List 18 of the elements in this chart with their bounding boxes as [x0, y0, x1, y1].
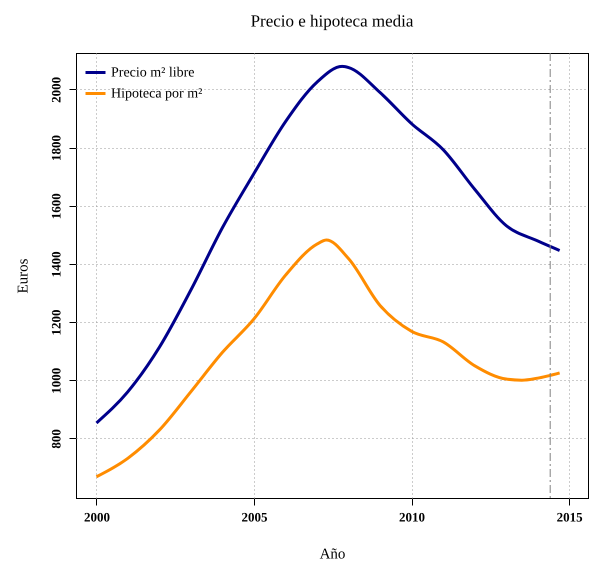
x-axis-title: Año [320, 546, 346, 562]
y-tick-label: 1400 [48, 251, 64, 278]
y-tick-label: 1600 [48, 193, 64, 220]
y-tick-label: 2000 [48, 76, 64, 103]
legend-label: Precio m² libre [111, 66, 195, 80]
y-tick-label: 800 [48, 429, 64, 449]
y-tick-label: 1200 [48, 310, 64, 336]
line-series [94, 238, 562, 478]
y-tick-label: 1800 [48, 135, 64, 162]
x-tick-label: 2010 [399, 510, 426, 524]
x-tick-label: 2000 [84, 510, 110, 524]
line-series [94, 64, 562, 424]
x-tick-label: 2015 [556, 510, 584, 524]
chart-title: Precio e hipoteca media [250, 12, 414, 30]
y-axis-title: Euros [16, 258, 32, 294]
y-tick-label: 1000 [48, 368, 64, 394]
legend-label: Hipoteca por m² [111, 86, 202, 102]
x-tick-label: 2005 [242, 510, 268, 524]
